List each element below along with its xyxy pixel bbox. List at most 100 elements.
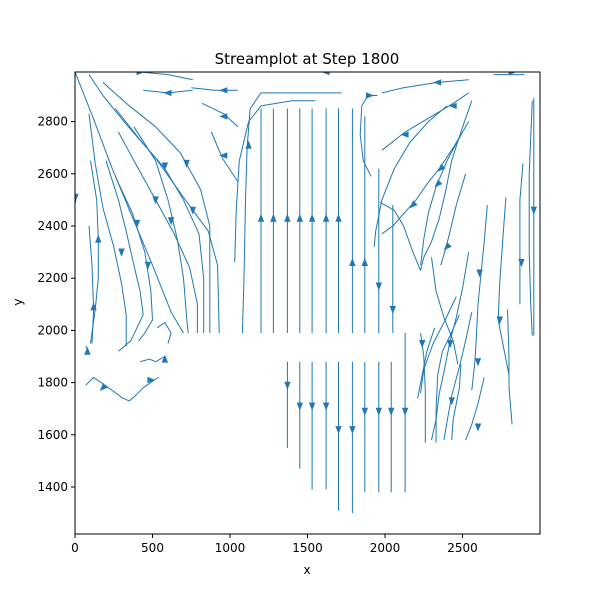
streamline-50 — [420, 296, 457, 394]
streamline-14 — [85, 376, 159, 402]
stream-arrow-59-0 — [296, 402, 303, 411]
stream-arrow-27-0 — [308, 213, 316, 222]
streamline-0 — [75, 72, 184, 334]
stream-arrow-4-0 — [152, 196, 159, 205]
streamline-3 — [114, 108, 205, 333]
stream-arrow-62-0 — [335, 426, 342, 435]
stream-arrow-61-0 — [322, 402, 330, 411]
arrows-layer — [75, 72, 537, 435]
stream-arrow-31-0 — [361, 258, 368, 266]
stream-arrow-49-0 — [446, 340, 454, 348]
streamline-7 — [90, 160, 99, 344]
x-tick-label-500: 500 — [141, 541, 164, 555]
stream-arrow-64-0 — [361, 407, 368, 416]
streamline-2 — [102, 82, 211, 333]
stream-arrow-16-0 — [163, 89, 172, 97]
streamline-6 — [88, 113, 127, 347]
streamline-45 — [519, 163, 524, 305]
streamline-5 — [133, 126, 189, 334]
stream-arrow-17-0 — [219, 87, 228, 94]
stream-arrow-38-0 — [434, 179, 443, 188]
plot-frame — [74, 71, 541, 535]
streamline-52 — [435, 314, 460, 443]
x-tick-label-1000: 1000 — [215, 541, 246, 555]
stream-arrow-63-0 — [349, 426, 356, 435]
stream-arrow-24-0 — [270, 213, 277, 222]
streamline-12 — [139, 356, 166, 363]
x-tick-label-0: 0 — [71, 541, 79, 555]
x-tick-label-2500: 2500 — [447, 541, 478, 555]
streamline-46 — [497, 197, 510, 375]
stream-arrow-12-0 — [161, 354, 169, 363]
stream-arrow-65-0 — [375, 407, 382, 416]
streamline-10 — [105, 160, 144, 352]
stream-arrow-28-0 — [322, 213, 330, 222]
stream-arrow-20-0 — [245, 140, 252, 149]
stream-arrow-7-0 — [95, 234, 102, 243]
stream-arrow-2-0 — [183, 159, 190, 168]
streamline-20 — [234, 100, 316, 263]
stream-arrow-60-0 — [308, 402, 316, 411]
streamline-39 — [440, 173, 467, 266]
stream-arrow-51-0 — [448, 397, 455, 406]
stream-arrow-14-0 — [99, 383, 108, 391]
streamline-34 — [381, 92, 469, 151]
streamline-44 — [528, 100, 533, 336]
stream-arrow-34-0 — [400, 131, 409, 138]
stream-arrow-14-1 — [147, 376, 156, 384]
x-axis-label: x — [303, 563, 310, 577]
streamline-51 — [443, 311, 473, 441]
stream-arrow-37-1 — [409, 200, 418, 209]
streamline-49 — [431, 252, 470, 441]
y-tick-label-1600: 1600 — [37, 428, 68, 442]
streamline-8 — [88, 225, 95, 344]
stream-arrow-56-0 — [474, 423, 482, 432]
x-tick-label-1500: 1500 — [292, 541, 323, 555]
y-axis-label: y — [11, 298, 25, 305]
x-tick-label-2000: 2000 — [370, 541, 401, 555]
stream-arrow-30-0 — [349, 258, 356, 266]
stream-arrow-26-0 — [296, 213, 303, 222]
stream-arrow-18-0 — [219, 113, 228, 120]
y-tick-label-2200: 2200 — [37, 271, 68, 285]
streamline-38 — [420, 131, 463, 266]
chart-title: Streamplot at Step 1800 — [215, 50, 400, 68]
y-tick-label-2400: 2400 — [37, 219, 68, 233]
y-tick-label-2800: 2800 — [37, 115, 68, 129]
stream-arrow-0-0 — [133, 219, 141, 228]
streamline-21 — [241, 92, 342, 334]
stream-arrow-11-0 — [84, 346, 91, 355]
stream-arrow-32-0 — [375, 282, 382, 291]
streamline-4 — [117, 131, 198, 333]
streamline-9 — [114, 176, 153, 342]
y-tick-label-2000: 2000 — [37, 323, 68, 337]
stream-arrow-39-0 — [443, 242, 452, 251]
stream-arrow-5-0 — [167, 217, 175, 226]
streamline-35 — [381, 79, 469, 94]
stream-arrow-34-1 — [448, 102, 457, 110]
streamline-40 — [373, 105, 448, 247]
stream-arrow-9-0 — [144, 261, 152, 270]
stream-arrow-36-0 — [366, 92, 374, 99]
stream-arrow-25-0 — [284, 213, 291, 222]
streamline-57 — [507, 309, 513, 425]
stream-arrow-45-0 — [518, 259, 525, 267]
stream-arrow-8-0 — [90, 302, 97, 311]
stream-arrow-37-0 — [437, 163, 446, 172]
streamline-19 — [210, 131, 239, 182]
stream-arrow-33-0 — [389, 306, 396, 314]
stream-arrow-67-0 — [401, 407, 409, 416]
stream-arrow-46-0 — [496, 316, 503, 325]
stream-arrow-35-0 — [433, 79, 442, 86]
streamline-47 — [471, 205, 488, 391]
streamline-13 — [156, 322, 172, 344]
streamline-17 — [191, 87, 238, 91]
stream-arrow-54-0 — [419, 340, 426, 348]
streamline-41 — [380, 100, 473, 271]
stream-arrow-10-0 — [118, 248, 125, 257]
stream-arrow-19-0 — [219, 152, 228, 159]
streamline-55 — [451, 364, 462, 441]
stream-arrow-29-0 — [335, 213, 342, 222]
